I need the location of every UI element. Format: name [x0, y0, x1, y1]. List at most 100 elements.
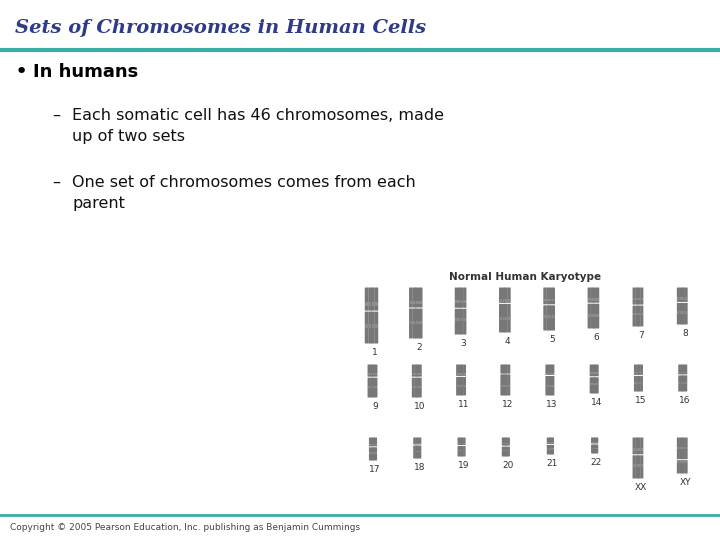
Bar [508, 384, 510, 387]
FancyBboxPatch shape [371, 287, 374, 310]
Bar [504, 442, 506, 444]
Bar [678, 461, 680, 463]
FancyBboxPatch shape [544, 305, 546, 330]
Bar [683, 312, 685, 314]
FancyBboxPatch shape [508, 287, 510, 303]
FancyBboxPatch shape [552, 445, 554, 455]
Bar [641, 298, 643, 300]
Bar [636, 298, 638, 300]
Bar [503, 299, 505, 302]
FancyBboxPatch shape [685, 460, 688, 474]
Text: 1: 1 [372, 348, 378, 357]
Bar [549, 299, 552, 301]
FancyBboxPatch shape [365, 287, 369, 310]
FancyBboxPatch shape [503, 375, 506, 395]
FancyBboxPatch shape [593, 303, 596, 328]
FancyBboxPatch shape [634, 364, 636, 375]
FancyBboxPatch shape [502, 447, 504, 456]
Bar [685, 312, 687, 314]
Bar [636, 448, 638, 451]
Bar [458, 318, 461, 321]
FancyBboxPatch shape [550, 437, 552, 444]
FancyBboxPatch shape [505, 437, 508, 446]
FancyBboxPatch shape [546, 437, 549, 444]
Bar [458, 442, 459, 444]
FancyBboxPatch shape [634, 376, 636, 392]
Bar [641, 464, 643, 467]
Bar [508, 450, 510, 451]
Bar [419, 373, 421, 375]
Bar [462, 450, 463, 451]
Text: 21: 21 [546, 459, 558, 468]
Bar [594, 372, 596, 374]
FancyBboxPatch shape [636, 364, 639, 375]
Bar [596, 314, 599, 317]
FancyBboxPatch shape [456, 377, 459, 395]
Text: 9: 9 [372, 402, 378, 411]
Bar [548, 384, 550, 387]
Bar [501, 373, 503, 375]
FancyBboxPatch shape [546, 445, 549, 455]
Bar [679, 382, 680, 384]
FancyBboxPatch shape [463, 309, 467, 334]
FancyBboxPatch shape [588, 303, 591, 328]
Bar [680, 312, 682, 314]
FancyBboxPatch shape [415, 446, 418, 458]
Bar [641, 448, 643, 451]
Text: 2: 2 [416, 343, 422, 352]
Text: –: – [52, 108, 60, 123]
Bar [416, 321, 418, 324]
Bar [680, 447, 682, 449]
FancyBboxPatch shape [685, 287, 688, 302]
Bar [373, 453, 374, 454]
Bar [413, 386, 414, 388]
FancyBboxPatch shape [633, 306, 636, 327]
Bar [588, 298, 590, 301]
FancyBboxPatch shape [550, 445, 552, 455]
Bar [639, 382, 640, 384]
FancyBboxPatch shape [680, 375, 683, 391]
FancyBboxPatch shape [638, 364, 641, 375]
Bar [508, 299, 510, 302]
FancyBboxPatch shape [460, 287, 464, 308]
Bar [547, 442, 549, 443]
FancyBboxPatch shape [505, 287, 508, 303]
FancyBboxPatch shape [499, 304, 503, 333]
Bar [591, 298, 593, 301]
Bar [552, 373, 554, 375]
FancyBboxPatch shape [419, 446, 421, 458]
Bar [638, 313, 640, 315]
Bar [419, 300, 422, 304]
Text: 7: 7 [638, 331, 644, 340]
Text: Copyright © 2005 Pearson Education, Inc. publishing as Benjamin Cummings: Copyright © 2005 Pearson Education, Inc.… [10, 523, 360, 531]
Text: 5: 5 [549, 335, 555, 344]
FancyBboxPatch shape [544, 287, 546, 305]
Bar [461, 318, 463, 321]
FancyBboxPatch shape [463, 377, 466, 395]
Bar [503, 384, 505, 387]
FancyBboxPatch shape [680, 287, 683, 302]
FancyBboxPatch shape [685, 375, 688, 391]
FancyBboxPatch shape [463, 287, 467, 308]
FancyBboxPatch shape [412, 377, 415, 397]
Bar [596, 298, 599, 301]
Bar [413, 373, 414, 375]
FancyBboxPatch shape [369, 447, 372, 461]
FancyBboxPatch shape [682, 460, 685, 474]
FancyBboxPatch shape [640, 455, 644, 478]
FancyBboxPatch shape [635, 455, 639, 478]
Bar [464, 373, 466, 375]
Bar [375, 453, 377, 454]
FancyBboxPatch shape [463, 364, 466, 376]
Bar [503, 450, 504, 451]
Bar [368, 386, 370, 388]
FancyBboxPatch shape [680, 460, 683, 474]
FancyBboxPatch shape [370, 364, 373, 377]
Bar [369, 302, 372, 306]
Text: Sets of Chromosomes in Human Cells: Sets of Chromosomes in Human Cells [15, 19, 426, 37]
Bar [547, 448, 549, 449]
Bar [461, 373, 463, 375]
Text: One set of chromosomes comes from each
parent: One set of chromosomes comes from each p… [72, 175, 415, 211]
Bar [685, 372, 687, 373]
Bar [641, 313, 643, 315]
